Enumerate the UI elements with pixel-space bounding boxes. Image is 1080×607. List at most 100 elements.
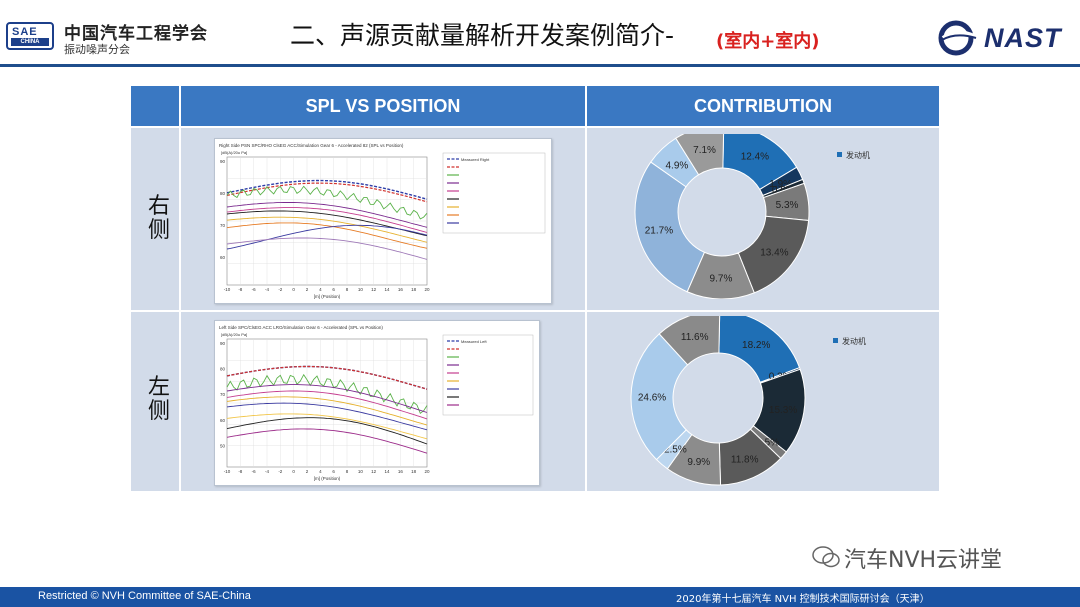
spl-curve — [226, 185, 428, 220]
page-title-suffix: (室内+室内) — [716, 31, 820, 52]
y-tick-label: 80 — [220, 367, 226, 372]
slice-label: 2.5% — [664, 444, 687, 455]
plot-title: Right Side PSN SPC/RHO ClsEG ACC/Simulat… — [219, 143, 404, 148]
slice-label: 9.9% — [687, 457, 710, 468]
spl-curve — [226, 413, 428, 440]
x-axis-label: [m] (Position) — [314, 476, 341, 481]
spl-curve — [226, 224, 428, 250]
x-tick-label: 8 — [346, 469, 349, 474]
slice-label: 1.9% — [769, 179, 792, 190]
x-tick-label: -6 — [252, 287, 256, 292]
x-tick-label: -8 — [238, 469, 242, 474]
x-tick-label: 6 — [332, 469, 335, 474]
y-tick-label: 70 — [220, 392, 226, 397]
spl-curve — [226, 390, 428, 420]
spl-curve — [226, 216, 428, 243]
x-tick-label: 12 — [371, 469, 377, 474]
x-tick-label: -2 — [278, 287, 282, 292]
plot-legend-box — [442, 334, 534, 416]
spl-vs-position-plot-right: Right Side PSN SPC/RHO ClsEG ACC/Simulat… — [214, 138, 552, 304]
legend-swatch — [837, 152, 842, 157]
x-tick-label: 8 — [346, 287, 349, 292]
plot-title: Left Side SPC/ClsEG ACC LRO/Simulation G… — [219, 325, 383, 330]
x-tick-label: 20 — [424, 287, 430, 292]
spl-plot-graphic-right: Right Side PSN SPC/RHO ClsEG ACC/Simulat… — [219, 143, 546, 299]
watermark-text: 汽车NVH云讲堂 — [844, 548, 1003, 573]
x-tick-label: -10 — [224, 287, 231, 292]
x-tick-label: 4 — [319, 469, 322, 474]
slice-label: 11.6% — [681, 332, 709, 343]
x-tick-label: 18 — [411, 469, 417, 474]
spl-curve — [226, 207, 428, 233]
x-tick-label: -8 — [238, 287, 242, 292]
sae-china-logo: SAE CHINA — [6, 22, 54, 50]
x-tick-label: -2 — [278, 469, 282, 474]
slice-label: 7.1% — [693, 145, 716, 156]
y-tick-label: 80 — [220, 191, 226, 196]
column-header-contribution: CONTRIBUTION — [587, 86, 939, 126]
spl-curve — [226, 179, 428, 200]
x-tick-label: -4 — [265, 469, 269, 474]
sae-logo-subtext: CHINA — [11, 38, 49, 46]
donut-slice — [634, 161, 706, 293]
x-tick-label: 18 — [411, 287, 417, 292]
spl-curve — [226, 417, 428, 445]
slice-label: 11.8% — [731, 454, 759, 465]
y-tick-label: 70 — [220, 223, 226, 228]
x-tick-label: 16 — [398, 287, 404, 292]
y-tick-label: 90 — [220, 159, 226, 164]
y-tick-label: 90 — [220, 341, 226, 346]
legend-first-label: Measured Left — [461, 339, 487, 344]
row-label-cell-left: 左侧 — [131, 312, 179, 491]
slice-label: 21.7% — [645, 226, 673, 237]
x-tick-label: -6 — [252, 469, 256, 474]
legend-first-label: Measured Right — [461, 157, 490, 162]
x-tick-label: 0 — [292, 469, 295, 474]
legend-label: 发动机 — [846, 150, 870, 160]
wechat-icon — [812, 546, 840, 568]
slice-label: 5.3% — [776, 200, 799, 211]
spl-plot-graphic-left: Left Side SPC/ClsEG ACC LRO/Simulation G… — [219, 325, 534, 481]
donut-slice — [630, 333, 689, 461]
x-tick-label: 6 — [332, 287, 335, 292]
slice-label: 4.9% — [666, 160, 689, 171]
x-tick-label: 2 — [306, 469, 309, 474]
donut-slice — [658, 316, 721, 366]
organization-name: 中国汽车工程学会 — [64, 24, 208, 44]
spl-curve — [226, 182, 428, 203]
page-title: 二、声源贡献量解析开发案例简介- — [290, 21, 675, 50]
footer-event: 2020年第十七届汽车 NVH 控制技术国际研讨会（天津） — [676, 594, 930, 605]
row-label-left: 左侧 — [147, 375, 170, 424]
x-tick-label: 10 — [358, 469, 364, 474]
x-tick-label: 10 — [358, 287, 364, 292]
header-divider — [0, 64, 1080, 67]
footer-copyright: Restricted © NVH Committee of SAE-China — [38, 590, 251, 602]
legend-swatch — [833, 338, 838, 343]
x-tick-label: -4 — [265, 287, 269, 292]
organization-subtitle: 振动噪声分会 — [64, 43, 130, 56]
x-tick-label: 14 — [384, 287, 390, 292]
row-label-right: 右侧 — [147, 194, 170, 243]
y-unit-label: [dB(A)/20u Pa] — [221, 150, 247, 155]
slice-label: 13.4% — [760, 247, 788, 258]
spl-curve — [226, 396, 428, 426]
spl-curve — [226, 237, 428, 260]
x-axis-label: [m] (Position) — [314, 294, 341, 299]
contribution-donut-right: 12.4%1.9%0.6%5.3%13.4%9.7%21.7%4.9%7.1%发… — [634, 134, 870, 299]
sae-logo-text: SAE — [12, 26, 38, 38]
spl-curve — [226, 428, 428, 454]
spl-vs-position-plot-left: Left Side SPC/ClsEG ACC LRO/Simulation G… — [214, 320, 540, 486]
spl-curve — [226, 402, 428, 431]
column-header-spl: SPL VS POSITION — [181, 86, 585, 126]
slice-label: 12.4% — [741, 151, 769, 162]
nast-logo: NAST — [938, 20, 1068, 56]
legend-label: 发动机 — [842, 336, 866, 346]
x-tick-label: -10 — [224, 469, 231, 474]
slice-label: 1.5% — [756, 437, 779, 448]
table-corner-cell — [131, 86, 179, 126]
x-tick-label: 20 — [424, 469, 430, 474]
y-tick-label: 60 — [220, 418, 226, 423]
footer-bar — [0, 587, 1080, 607]
donut-slice — [675, 134, 725, 176]
plot-legend-box — [442, 152, 546, 234]
